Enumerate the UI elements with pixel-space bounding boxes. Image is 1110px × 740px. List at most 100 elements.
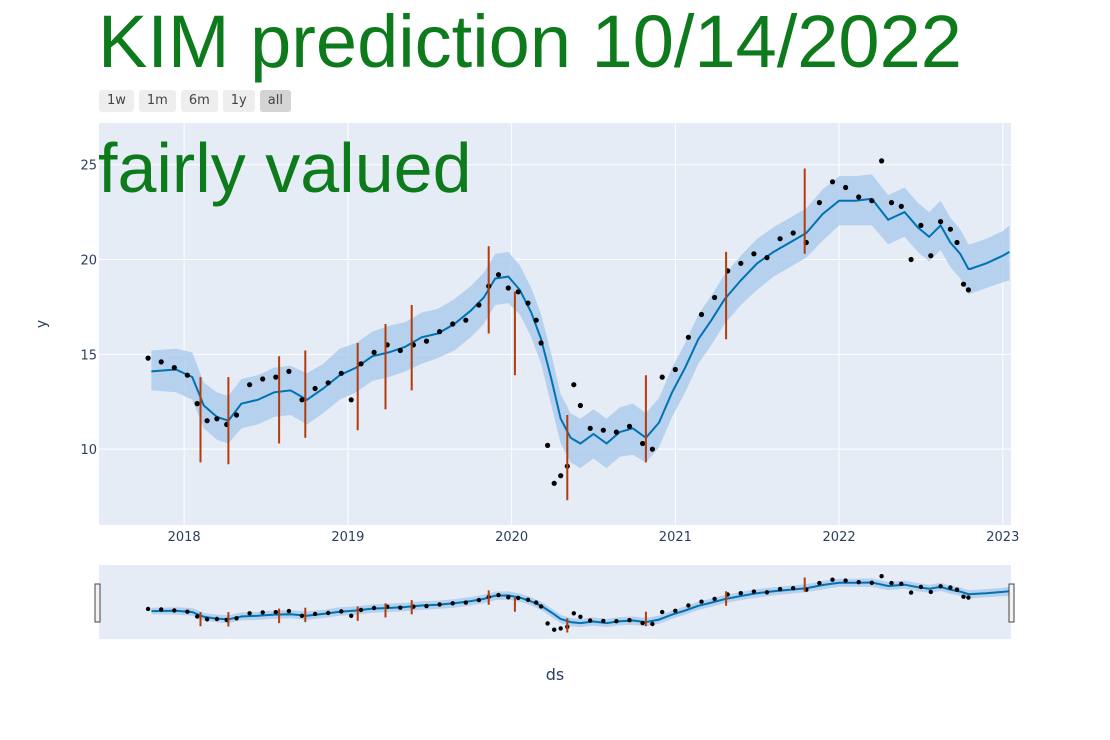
- actual-point: [545, 442, 551, 448]
- y-tick-label: 10: [80, 443, 97, 458]
- actual-point: [672, 366, 678, 373]
- actual-point: [954, 239, 960, 246]
- slider-actual-point: [214, 616, 220, 622]
- actual-point: [577, 402, 584, 409]
- actual-point: [764, 255, 770, 261]
- actual-point: [423, 338, 430, 344]
- actual-point: [712, 294, 718, 301]
- actual-point: [214, 416, 220, 422]
- range-slider[interactable]: [99, 565, 1011, 639]
- slider-actual-point: [660, 609, 665, 615]
- actual-point: [338, 370, 344, 376]
- actual-point: [495, 272, 502, 278]
- slider-actual-point: [699, 599, 704, 604]
- y-tick-label: 20: [80, 254, 97, 269]
- slider-actual-point: [516, 595, 521, 601]
- range-slider-right-handle[interactable]: [1008, 583, 1015, 623]
- slider-actual-point: [908, 590, 914, 595]
- x-tick-label: 2018: [168, 530, 201, 545]
- slider-actual-point: [588, 618, 593, 623]
- slider-actual-point: [614, 619, 619, 624]
- actual-point: [505, 285, 511, 291]
- range-button-1y[interactable]: 1y: [222, 90, 255, 112]
- x-tick-label: 2023: [986, 530, 1019, 545]
- actual-point: [908, 256, 914, 263]
- slider-actual-point: [777, 586, 783, 592]
- chart-title: KIM prediction 10/14/2022: [98, 0, 962, 83]
- actual-point: [928, 253, 934, 259]
- range-slider-left-handle[interactable]: [94, 583, 101, 623]
- actual-point: [790, 230, 796, 236]
- actual-point: [463, 317, 469, 323]
- slider-actual-point: [751, 589, 757, 594]
- slider-actual-point: [371, 605, 377, 611]
- actual-point: [898, 203, 904, 209]
- actual-point: [587, 425, 593, 431]
- slider-actual-point: [918, 584, 924, 590]
- x-tick-label: 2020: [495, 530, 528, 545]
- x-axis-label: ds: [546, 665, 565, 684]
- slider-actual-point: [879, 574, 884, 579]
- slider-actual-point: [869, 580, 874, 585]
- slider-actual-point: [571, 611, 576, 616]
- slider-actual-point: [204, 617, 210, 622]
- slider-actual-point: [185, 609, 190, 614]
- slider-actual-point: [145, 606, 151, 612]
- range-button-6m[interactable]: 6m: [180, 90, 218, 112]
- actual-point: [171, 365, 177, 371]
- slider-actual-point: [463, 600, 468, 605]
- slider-actual-point: [525, 597, 531, 602]
- slider-actual-point: [791, 586, 796, 591]
- slider-actual-point: [172, 608, 177, 613]
- actual-point: [184, 372, 190, 378]
- actual-point: [626, 423, 633, 429]
- actual-point: [829, 179, 836, 185]
- range-button-1w[interactable]: 1w: [99, 90, 134, 112]
- valuation-status: fairly valued: [98, 129, 472, 207]
- slider-actual-point: [686, 603, 691, 608]
- actual-point: [358, 361, 364, 367]
- slider-actual-point: [673, 608, 678, 613]
- actual-point: [613, 429, 620, 435]
- actual-point: [273, 374, 279, 380]
- slider-actual-point: [558, 626, 563, 631]
- actual-point: [450, 321, 456, 327]
- slider-actual-point: [195, 614, 200, 619]
- actual-point: [869, 198, 875, 204]
- slider-actual-point: [349, 613, 354, 618]
- slider-actual-point: [738, 591, 743, 596]
- actual-point: [299, 397, 305, 403]
- actual-point: [525, 300, 531, 306]
- actual-point: [816, 200, 823, 206]
- actual-point: [233, 412, 240, 418]
- actual-point: [856, 194, 862, 200]
- actual-point: [348, 397, 354, 403]
- slider-actual-point: [817, 580, 822, 586]
- slider-actual-point: [260, 610, 265, 615]
- actual-point: [260, 376, 266, 382]
- forecast-line: [151, 197, 1010, 445]
- range-button-1m[interactable]: 1m: [138, 90, 176, 112]
- actual-point: [938, 219, 944, 225]
- actual-point: [551, 480, 557, 486]
- slider-actual-point: [889, 580, 894, 586]
- actual-point: [397, 347, 403, 354]
- range-button-all[interactable]: all: [259, 90, 291, 112]
- slider-actual-point: [476, 597, 482, 603]
- actual-point: [960, 281, 967, 287]
- actual-point: [738, 260, 744, 266]
- slider-uncertainty-band: [151, 578, 1010, 628]
- slider-actual-point: [506, 595, 511, 600]
- range-selector: 1w 1m 6m 1y all: [99, 90, 291, 112]
- slider-actual-point: [712, 596, 717, 602]
- slider-forecast-line: [151, 581, 1010, 625]
- actual-point: [476, 302, 482, 308]
- actual-point: [698, 311, 705, 318]
- slider-actual-point: [552, 627, 557, 632]
- x-tick-label: 2019: [331, 530, 364, 545]
- slider-actual-point: [437, 602, 442, 607]
- actual-point: [286, 368, 292, 374]
- slider-actual-point: [326, 610, 331, 616]
- slider-actual-point: [650, 621, 655, 627]
- slider-actual-point: [247, 611, 252, 616]
